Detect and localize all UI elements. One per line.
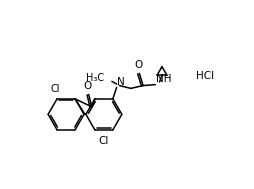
Text: HCl: HCl bbox=[196, 71, 214, 81]
Text: Cl: Cl bbox=[51, 84, 60, 94]
Text: NH: NH bbox=[156, 74, 171, 84]
Text: O: O bbox=[134, 60, 142, 70]
Text: O: O bbox=[83, 81, 92, 91]
Text: Cl: Cl bbox=[98, 136, 109, 146]
Text: N: N bbox=[117, 77, 124, 87]
Text: H₃C: H₃C bbox=[86, 73, 104, 83]
